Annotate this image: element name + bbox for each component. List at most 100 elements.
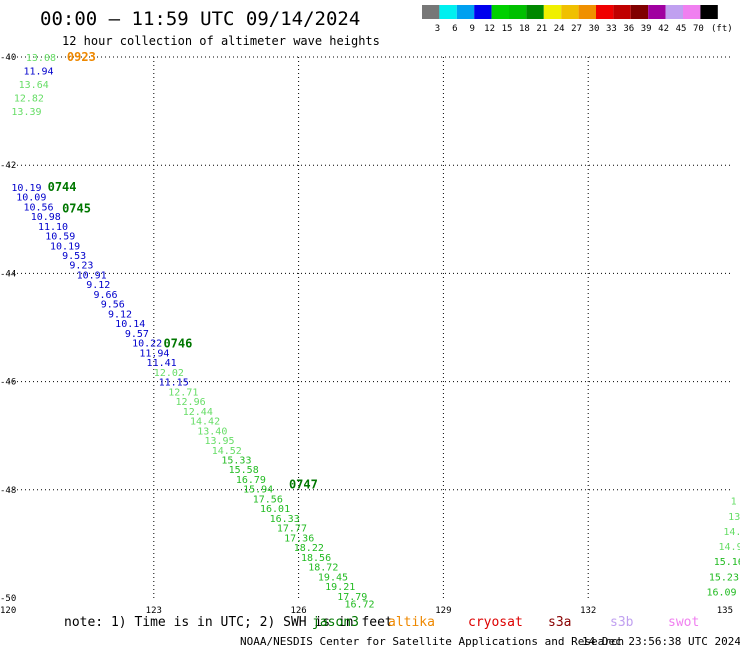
legend-swatch [665, 5, 683, 19]
legend-bin-label: 39 [641, 24, 652, 34]
mission-legend: jason3 altika cryosat s3a s3b swot [312, 615, 699, 630]
legend-swatch [683, 5, 701, 19]
wave-height-label: 10.19 [11, 183, 41, 194]
map-grid [9, 56, 733, 598]
pass-time-label: 0747 [289, 477, 318, 491]
wave-height-label: 10.14 [115, 319, 145, 330]
wave-height-label: 14.9 [719, 542, 740, 553]
legend-bin-label: 70 [693, 24, 704, 34]
wave-height-label: 10.91 [77, 270, 107, 281]
pass-time-label: 0746 [163, 337, 192, 351]
wave-height-label: 18.72 [308, 563, 338, 574]
longitude-tick-label: 135 [717, 606, 733, 616]
wave-height-label: 15.94 [243, 485, 273, 496]
legend-swatch [648, 5, 666, 19]
legend-bin-label: 27 [571, 24, 582, 34]
wave-height-label: 15.33 [221, 456, 251, 467]
legend-bin-label: 24 [554, 24, 565, 34]
wave-height-label: 14.42 [190, 417, 220, 428]
wave-height-label: 10.22 [132, 339, 162, 350]
wave-height-label: 9.56 [101, 300, 125, 311]
longitude-tick-label: 126 [290, 606, 306, 616]
wave-height-label: 15.58 [229, 465, 259, 476]
longitude-tick-label: 129 [435, 606, 451, 616]
wave-height-label: 9.57 [125, 329, 149, 340]
legend-bin-label: 12 [484, 24, 495, 34]
legend-swatch [596, 5, 614, 19]
wave-height-label: 11.41 [147, 358, 177, 369]
wave-height-label: 17.77 [277, 524, 307, 535]
wave-height-label: 11.94 [139, 348, 169, 359]
wave-height-label: 10.56 [23, 202, 53, 213]
latitude-tick-label: -46 [0, 378, 16, 388]
latitude-tick-label: -48 [0, 486, 16, 496]
legend-bin-label: 6 [452, 24, 457, 34]
wave-height-label: 12.44 [183, 407, 213, 418]
latitude-tick-label: -40 [0, 53, 16, 63]
wave-height-label: 17.36 [284, 533, 314, 544]
mission-jason3: jason3 [312, 615, 359, 630]
wave-height-label: 9.53 [62, 251, 86, 262]
wave-height-label: 13.95 [204, 436, 234, 447]
pass-time-labels: 0923 0744 0745 0746 0747 [48, 50, 318, 491]
legend-swatch [439, 5, 457, 19]
footer-credit: NOAA/NESDIS Center for Satellite Applica… [240, 635, 624, 648]
wave-height-label: 11.15 [159, 378, 189, 389]
wave-height-label: 13.64 [19, 80, 49, 91]
page-subtitle: 12 hour collection of altimeter wave hei… [62, 34, 380, 48]
legend-bin-label: 3 [435, 24, 440, 34]
legend-swatch [526, 5, 544, 19]
footnote: note: 1) Time is in UTC; 2) SWH is in fe… [64, 615, 393, 630]
wave-height-label: 10.09 [16, 193, 46, 204]
legend-swatch [613, 5, 631, 19]
legend-swatch [561, 5, 579, 19]
wave-height-label: 9.66 [93, 290, 117, 301]
wave-height-label: 16.33 [270, 514, 300, 525]
legend-bin-label: 45 [676, 24, 687, 34]
wave-height-label: 13 [728, 512, 740, 523]
wave-height-label: 13.40 [197, 426, 227, 437]
wave-height-label: 12.71 [168, 387, 198, 398]
latitude-tick-label: -50 [0, 594, 16, 604]
wave-height-label: 19.21 [325, 582, 355, 593]
wave-height-label: 18.56 [301, 553, 331, 564]
wave-height-label: 11.10 [38, 222, 68, 233]
wave-height-label: 11.94 [23, 67, 53, 78]
longitude-tick-label: 123 [146, 606, 162, 616]
wave-height-label: 16.01 [260, 504, 290, 515]
wave-height-label: 19.45 [318, 572, 348, 583]
legend-swatch [700, 5, 718, 19]
legend-swatch [509, 5, 527, 19]
legend-bin-label: 9 [469, 24, 474, 34]
latitude-tick-label: -44 [0, 269, 16, 279]
wave-height-label: 12.96 [176, 397, 206, 408]
wave-height-label: 17.56 [253, 494, 283, 505]
legend-swatch [491, 5, 509, 19]
longitude-tick-label: 120 [0, 606, 16, 616]
wave-height-label: 14.52 [212, 446, 242, 457]
legend-bin-label: 21 [536, 24, 547, 34]
color-legend: 3 6 9 12 15 18 21 24 27 30 33 36 39 42 45 70 [422, 5, 718, 34]
latitude-tick-label: -42 [0, 161, 16, 171]
wave-height-label: 12.02 [154, 368, 184, 379]
legend-swatch [543, 5, 562, 19]
pass-time-label: 0745 [62, 201, 91, 215]
legend-bin-label: 33 [606, 24, 617, 34]
page-title: 00:00 – 11:59 UTC 09/14/2024 [40, 8, 360, 30]
legend-bin-label: 18 [519, 24, 530, 34]
mission-swot: swot [668, 615, 699, 630]
wave-height-label: 18.22 [294, 543, 324, 554]
legend-swatch [422, 5, 440, 19]
legend-bin-label: 15 [502, 24, 513, 34]
wave-height-label: 10.59 [45, 232, 75, 243]
wave-height-label: 1 [731, 497, 737, 508]
wave-height-label: 10.98 [31, 212, 61, 223]
wave-height-label: 17.79 [337, 592, 367, 603]
map-axis-ticks: 120 123 126 129 132 135 -40 -42 -44 -46 -48 -50 [0, 53, 733, 616]
wave-height-observations: 13.0811.9413.6412.8213.3910.1910.0910.56… [11, 53, 740, 610]
pass-time-label: 0923 [67, 50, 96, 64]
wave-height-label: 9.12 [108, 309, 132, 320]
legend-swatch [578, 5, 596, 19]
wave-height-label: 15.23 [709, 572, 739, 583]
